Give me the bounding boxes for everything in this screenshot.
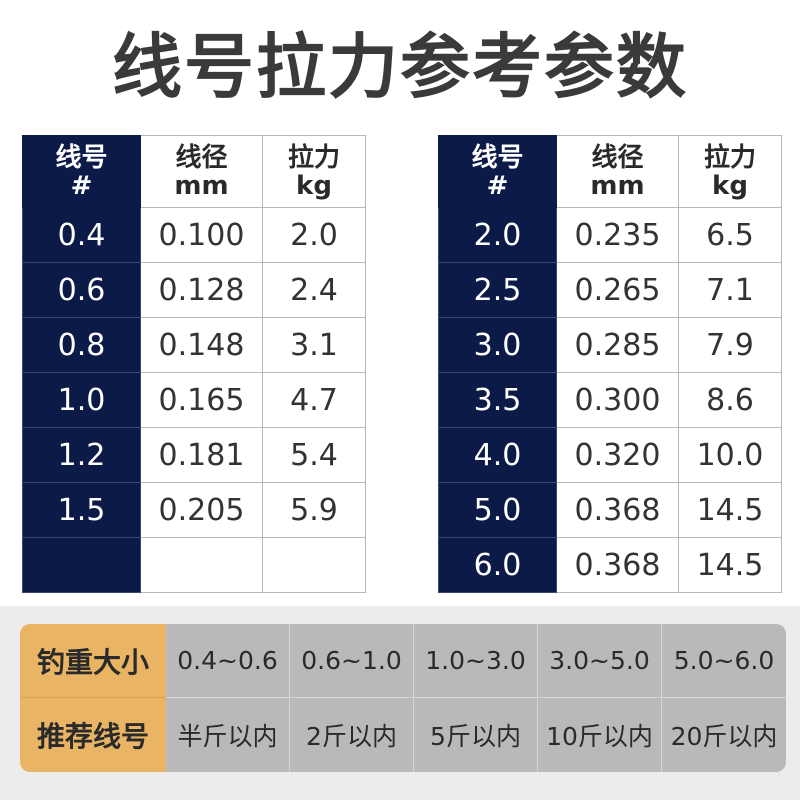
- diameter-cell: 0.100: [140, 207, 263, 263]
- tension-cell: 5.4: [262, 427, 366, 483]
- line-number-cell: 2.0: [438, 207, 557, 263]
- line-number-cell: 3.0: [438, 317, 557, 373]
- header-diameter: 线径 mm: [140, 135, 263, 208]
- table-row: 0.8 0.148 3.1: [22, 317, 366, 373]
- diameter-cell: 0.368: [556, 537, 679, 593]
- table-row: 3.0 0.285 7.9: [438, 317, 782, 373]
- tension-cell: 7.1: [678, 262, 782, 318]
- table-row: [22, 537, 366, 593]
- table-row: 2.5 0.265 7.1: [438, 262, 782, 318]
- header-tension: 拉力 kg: [678, 135, 782, 208]
- recommended-label: 推荐线号: [20, 698, 166, 772]
- tension-cell: 7.9: [678, 317, 782, 373]
- spec-table-right: 线号 # 线径 mm 拉力 kg 2.0 0.235 6.5 2.5 0.265…: [438, 135, 782, 593]
- header-label: 线号: [55, 142, 108, 173]
- recommended-row: 推荐线号 半斤以内 2斤以内 5斤以内 10斤以内 20斤以内: [20, 698, 786, 772]
- header-label: 线径: [175, 142, 228, 173]
- weight-range-cell: 1.0~3.0: [414, 624, 538, 698]
- diameter-cell: 0.285: [556, 317, 679, 373]
- line-number-cell: 6.0: [438, 537, 557, 593]
- line-number-cell: 1.2: [22, 427, 141, 483]
- line-number-cell: 0.8: [22, 317, 141, 373]
- table-row: 1.0 0.165 4.7: [22, 372, 366, 428]
- table-row: 1.2 0.181 5.4: [22, 427, 366, 483]
- diameter-cell: 0.265: [556, 262, 679, 318]
- header-label: 拉力: [703, 142, 756, 173]
- header-unit: kg: [712, 170, 748, 201]
- diameter-cell: 0.128: [140, 262, 263, 318]
- weight-range-cell: 0.6~1.0: [290, 624, 414, 698]
- line-number-cell: 4.0: [438, 427, 557, 483]
- tension-cell: [262, 537, 366, 593]
- header-label: 拉力: [287, 142, 340, 173]
- table-row: 6.0 0.368 14.5: [438, 537, 782, 593]
- table-header-row: 线号 # 线径 mm 拉力 kg: [22, 135, 366, 208]
- weight-range-cell: 0.4~0.6: [166, 624, 290, 698]
- recommended-cell: 20斤以内: [662, 698, 786, 772]
- table-row: 1.5 0.205 5.9: [22, 482, 366, 538]
- header-line-number: 线号 #: [22, 135, 141, 208]
- weight-recommendation-table: 钓重大小 0.4~0.6 0.6~1.0 1.0~3.0 3.0~5.0 5.0…: [20, 624, 786, 772]
- tension-cell: 4.7: [262, 372, 366, 428]
- diameter-cell: 0.300: [556, 372, 679, 428]
- diameter-cell: 0.181: [140, 427, 263, 483]
- header-tension: 拉力 kg: [262, 135, 366, 208]
- weight-label: 钓重大小: [20, 624, 166, 698]
- recommended-cell: 2斤以内: [290, 698, 414, 772]
- line-number-cell: 5.0: [438, 482, 557, 538]
- weight-range-cell: 5.0~6.0: [662, 624, 786, 698]
- diameter-cell: 0.148: [140, 317, 263, 373]
- header-unit: mm: [174, 170, 229, 201]
- recommended-cell: 5斤以内: [414, 698, 538, 772]
- table-row: 2.0 0.235 6.5: [438, 207, 782, 263]
- page-title: 线号拉力参考参数: [112, 26, 688, 108]
- header-line-number: 线号 #: [438, 135, 557, 208]
- tension-cell: 10.0: [678, 427, 782, 483]
- line-number-cell: 1.0: [22, 372, 141, 428]
- line-number-cell: 3.5: [438, 372, 557, 428]
- spec-table-left: 线号 # 线径 mm 拉力 kg 0.4 0.100 2.0 0.6 0.128…: [22, 135, 366, 593]
- diameter-cell: 0.165: [140, 372, 263, 428]
- line-number-cell: 1.5: [22, 482, 141, 538]
- tension-cell: 3.1: [262, 317, 366, 373]
- header-label: 线径: [591, 142, 644, 173]
- diameter-cell: 0.320: [556, 427, 679, 483]
- tension-cell: 6.5: [678, 207, 782, 263]
- table-row: 5.0 0.368 14.5: [438, 482, 782, 538]
- tension-cell: 2.4: [262, 262, 366, 318]
- tension-cell: 8.6: [678, 372, 782, 428]
- header-diameter: 线径 mm: [556, 135, 679, 208]
- weight-row: 钓重大小 0.4~0.6 0.6~1.0 1.0~3.0 3.0~5.0 5.0…: [20, 624, 786, 698]
- line-number-cell: 0.4: [22, 207, 141, 263]
- table-row: 0.6 0.128 2.4: [22, 262, 366, 318]
- diameter-cell: 0.205: [140, 482, 263, 538]
- table-row: 3.5 0.300 8.6: [438, 372, 782, 428]
- recommended-cell: 半斤以内: [166, 698, 290, 772]
- tension-cell: 14.5: [678, 537, 782, 593]
- tension-cell: 14.5: [678, 482, 782, 538]
- tension-cell: 5.9: [262, 482, 366, 538]
- diameter-cell: 0.235: [556, 207, 679, 263]
- tension-cell: 2.0: [262, 207, 366, 263]
- table-row: 4.0 0.320 10.0: [438, 427, 782, 483]
- recommended-cell: 10斤以内: [538, 698, 662, 772]
- table-row: 0.4 0.100 2.0: [22, 207, 366, 263]
- header-unit: #: [486, 170, 509, 201]
- diameter-cell: [140, 537, 263, 593]
- header-unit: kg: [296, 170, 332, 201]
- line-number-cell: 2.5: [438, 262, 557, 318]
- weight-range-cell: 3.0~5.0: [538, 624, 662, 698]
- header-unit: mm: [590, 170, 645, 201]
- header-unit: #: [70, 170, 93, 201]
- line-number-cell: [22, 537, 141, 593]
- table-header-row: 线号 # 线径 mm 拉力 kg: [438, 135, 782, 208]
- header-label: 线号: [471, 142, 524, 173]
- diameter-cell: 0.368: [556, 482, 679, 538]
- line-number-cell: 0.6: [22, 262, 141, 318]
